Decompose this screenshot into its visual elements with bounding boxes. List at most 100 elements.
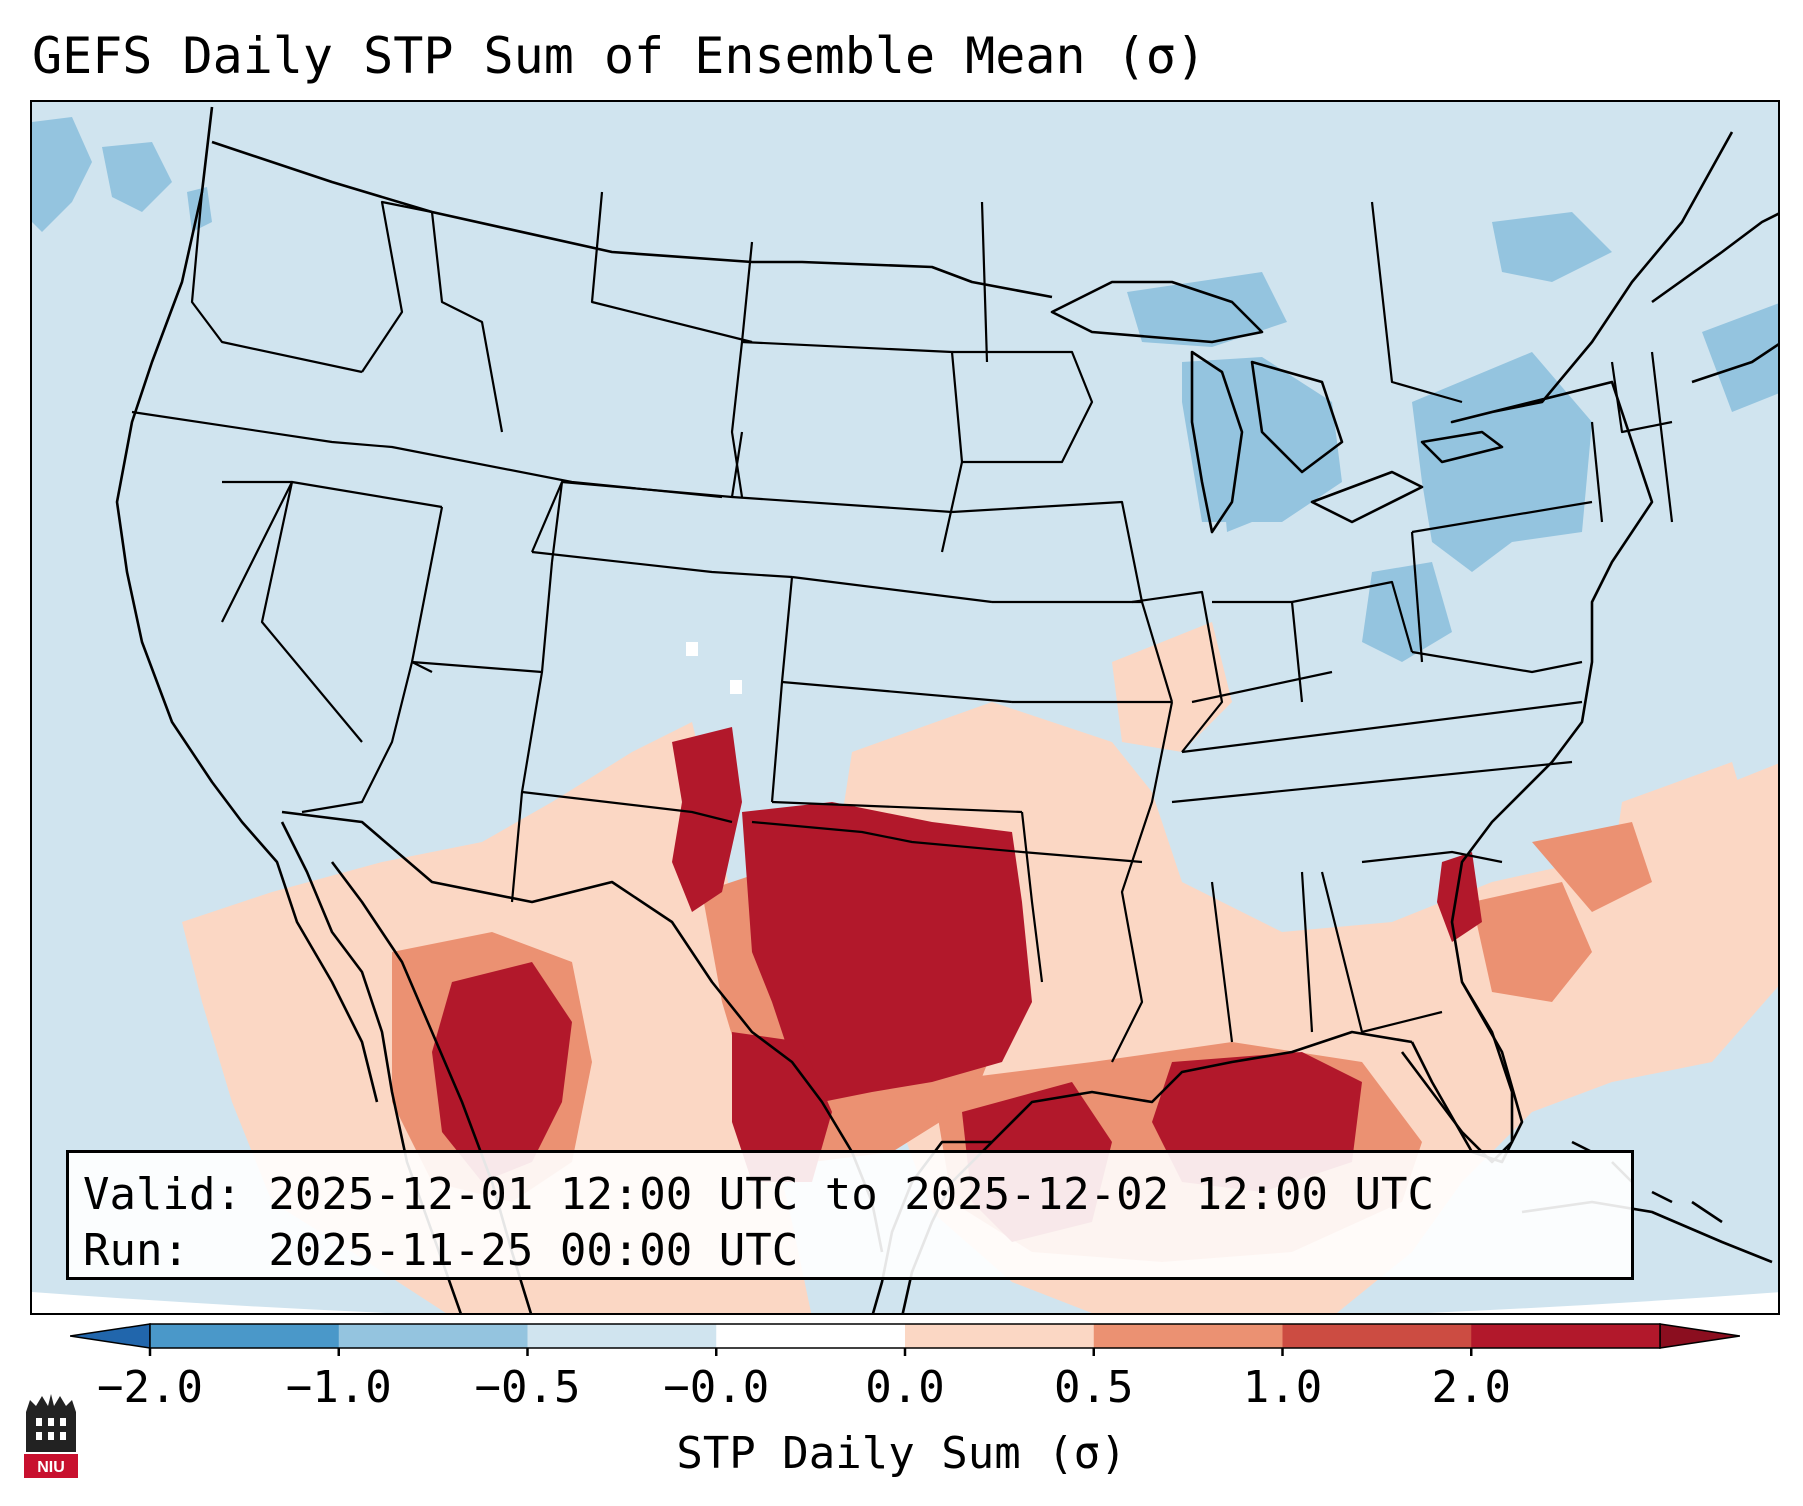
chart-title: GEFS Daily STP Sum of Ensemble Mean (σ): [32, 27, 1206, 85]
coastline-lake-michigan: [1190, 350, 1244, 534]
coastline-lake-superior: [1050, 280, 1264, 344]
colorbar-segment: [905, 1324, 1095, 1348]
border-state: [1411, 650, 1583, 674]
border-state: [1210, 881, 1234, 1043]
border-state: [221, 480, 443, 623]
logo-windows: [36, 1418, 66, 1440]
colorbar-ticks: [148, 1348, 1473, 1356]
logo-badge: [24, 1454, 78, 1478]
border-state: [530, 481, 564, 553]
colorbar-tick-label: −0.0: [663, 1362, 770, 1413]
border-state: [730, 241, 754, 498]
border-state: [781, 680, 1013, 704]
coastline-maritimes: [1651, 212, 1778, 384]
border-state: [751, 820, 1023, 854]
colorbar-extend-under: [70, 1323, 151, 1349]
colorbar-tick-label: −1.0: [285, 1362, 392, 1413]
logo-text: NIU: [37, 1459, 65, 1476]
border-state: [1111, 701, 1174, 1063]
field-negative-lake-michigan: [1217, 417, 1252, 532]
field-neutral-cell: [686, 642, 698, 656]
border-state: [952, 350, 1094, 464]
field-positive-light-atlantic: [1602, 762, 1762, 1002]
border-state: [771, 800, 1023, 814]
colorbar-segments: [70, 1323, 1740, 1349]
border-state: [1590, 421, 1604, 523]
coastline-east: [1410, 131, 1734, 1164]
border-state: [731, 495, 953, 514]
border-state: [1020, 811, 1044, 983]
border-state: [430, 211, 504, 433]
colorbar-segment: [338, 1324, 528, 1348]
border-state: [301, 506, 444, 814]
valid-time-text: Valid: 2025-12-01 12:00 UTC to 2025-12-0…: [83, 1169, 1435, 1220]
colorbar-segment: [1471, 1324, 1661, 1348]
border-state: [1361, 850, 1503, 864]
field-negative-northeast: [1412, 352, 1592, 572]
colorbar-tick-label: −2.0: [97, 1362, 203, 1413]
border-state: [741, 340, 964, 553]
coastline-lake-ontario: [1420, 430, 1504, 464]
border-state: [1191, 670, 1333, 704]
border-state: [361, 200, 433, 373]
border-layer: [115, 106, 1778, 1313]
border-state: [1410, 531, 1424, 663]
colorbar-segment: [527, 1324, 717, 1348]
field-positive-light-ohio-valley: [1112, 622, 1232, 752]
field-neutral-cell: [730, 680, 742, 694]
colorbar-extend-over: [1659, 1323, 1740, 1349]
state-borders: [131, 191, 1674, 1063]
field-negative-great-lakes: [1182, 357, 1342, 522]
border-state: [951, 500, 1174, 703]
border-state: [1131, 590, 1224, 753]
border-state: [1411, 500, 1593, 534]
field-negative-maritimes: [1702, 303, 1778, 412]
colorbar-tick-label: 0.0: [865, 1362, 945, 1413]
border-state: [980, 201, 989, 363]
colorbar-segment: [716, 1324, 906, 1348]
border-state: [1320, 871, 1443, 1034]
border-state: [521, 790, 733, 824]
niu-logo: NIU: [24, 1394, 78, 1478]
field-positive-dark-mexico: [432, 962, 572, 1182]
border-state: [1370, 201, 1463, 404]
colorbar-tick-label: 0.5: [1054, 1362, 1134, 1413]
border-state: [791, 575, 993, 604]
colorbar-tick-label: 2.0: [1431, 1362, 1511, 1413]
field-positive-dark-texas-oklahoma: [742, 802, 1032, 1102]
border-state: [1021, 850, 1143, 864]
colorbar-segment: [1093, 1324, 1283, 1348]
border-state: [590, 191, 753, 344]
border-state: [1181, 700, 1583, 754]
border-state: [531, 550, 793, 579]
colorbar-label: STP Daily Sum (σ): [676, 1428, 1127, 1479]
colorbar-segment: [1282, 1324, 1472, 1348]
border-state: [411, 661, 433, 673]
coastline-lake-erie: [1310, 470, 1424, 524]
border-state: [1171, 760, 1573, 804]
field-negative-lake-superior: [1127, 272, 1287, 347]
border-state: [1300, 871, 1314, 1033]
border-canada-west: [211, 140, 1053, 299]
coastline-west: [115, 106, 379, 1103]
field-negative-pacific-nw: [32, 117, 92, 232]
border-state: [222, 480, 363, 743]
coastline-lake-huron: [1250, 360, 1344, 474]
field-negative-quebec: [1492, 212, 1612, 282]
border-state: [1610, 361, 1673, 434]
field-positive-med-offshore: [1532, 822, 1652, 912]
run-time-text: Run: 2025-11-25 00:00 UTC: [83, 1225, 799, 1276]
colorbar-segment: [150, 1324, 340, 1348]
field-positive-dark-georgia-coast: [1437, 852, 1482, 942]
colorbar: [70, 1323, 1740, 1356]
field-negative-pacific-nw-2: [102, 142, 172, 212]
field-positive-dark-nm-panhandle: [672, 727, 742, 912]
field-positive-med-atlantic: [1472, 882, 1592, 1002]
border-state: [1291, 580, 1414, 653]
map-svg: [32, 102, 1778, 1313]
border-state: [1650, 351, 1674, 523]
colorbar-tick-label: −0.5: [474, 1362, 581, 1413]
map-panel: [30, 100, 1780, 1315]
field-positive-dark-texas-south: [732, 1032, 832, 1182]
colorbar-tick-label: 1.0: [1242, 1362, 1323, 1413]
